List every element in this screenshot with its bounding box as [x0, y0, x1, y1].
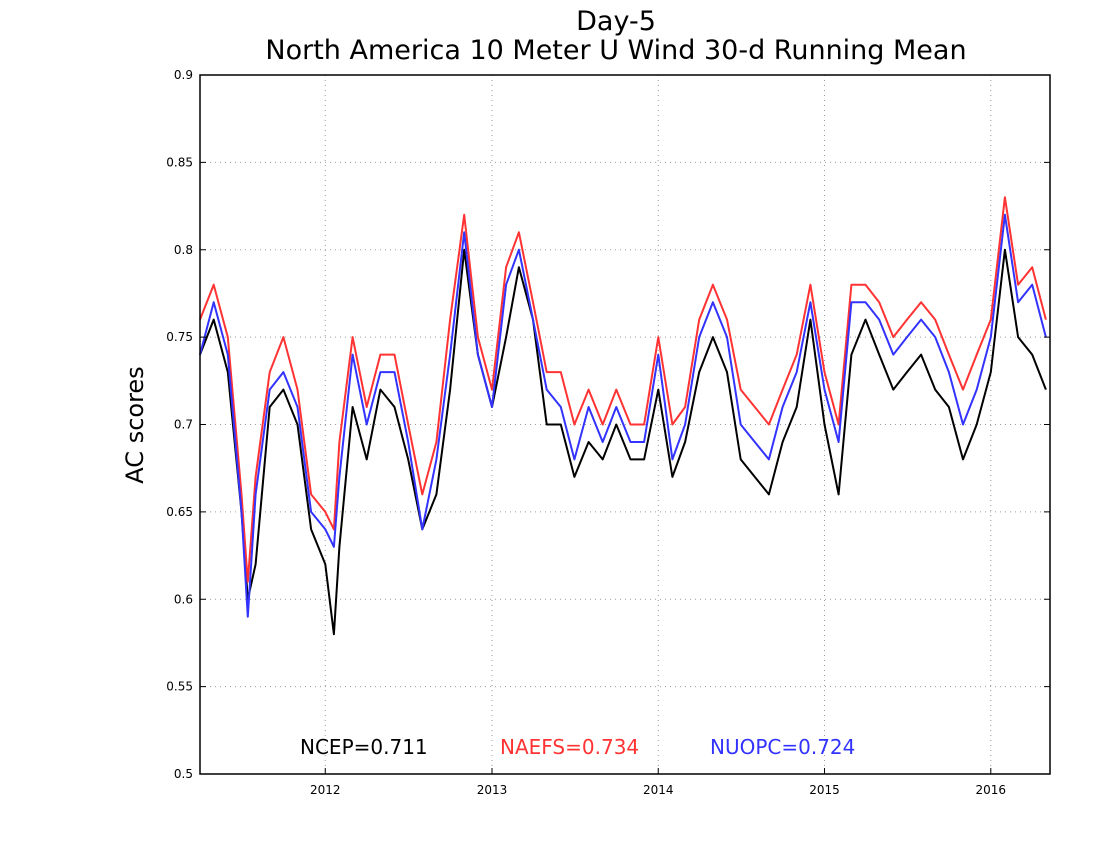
- legend-item: NAEFS=0.734: [500, 735, 639, 759]
- series-line-naefs: [199, 196, 1047, 583]
- y-tick-label: 0.55: [166, 680, 193, 694]
- chart-subtitle: North America 10 Meter U Wind 30-d Runni…: [265, 35, 966, 66]
- y-tick-label: 0.85: [166, 155, 193, 169]
- legend-item: NCEP=0.711: [300, 735, 428, 759]
- legend-item: NUOPC=0.724: [710, 735, 855, 759]
- y-tick-label: 0.7: [174, 418, 193, 432]
- y-tick-label: 0.9: [174, 68, 193, 82]
- series-lines: [199, 196, 1047, 636]
- y-axis-label: AC scores: [121, 366, 149, 483]
- x-tick-label: 2015: [809, 783, 840, 797]
- chart-title: Day-5: [576, 6, 656, 37]
- y-tick-label: 0.5: [174, 767, 193, 781]
- y-tick-label: 0.75: [166, 330, 193, 344]
- series-line-nuopc: [199, 213, 1047, 618]
- y-tick-label: 0.65: [166, 505, 193, 519]
- y-axis-ticks: 0.5 0.55 0.6 0.65 0.7 0.75 0.8 0.85 0.9: [166, 68, 1050, 781]
- x-tick-label: 2014: [643, 783, 674, 797]
- grid: [200, 75, 1050, 774]
- x-axis-ticks: 2012 2013 2014 2015 2016: [310, 768, 1006, 797]
- series-line-ncep: [199, 248, 1047, 636]
- x-tick-label: 2013: [477, 783, 508, 797]
- y-tick-label: 0.8: [174, 243, 193, 257]
- y-tick-label: 0.6: [174, 592, 193, 606]
- x-tick-label: 2012: [310, 783, 341, 797]
- x-tick-label: 2016: [976, 783, 1007, 797]
- legend: NCEP=0.711 NAEFS=0.734 NUOPC=0.724: [300, 735, 855, 759]
